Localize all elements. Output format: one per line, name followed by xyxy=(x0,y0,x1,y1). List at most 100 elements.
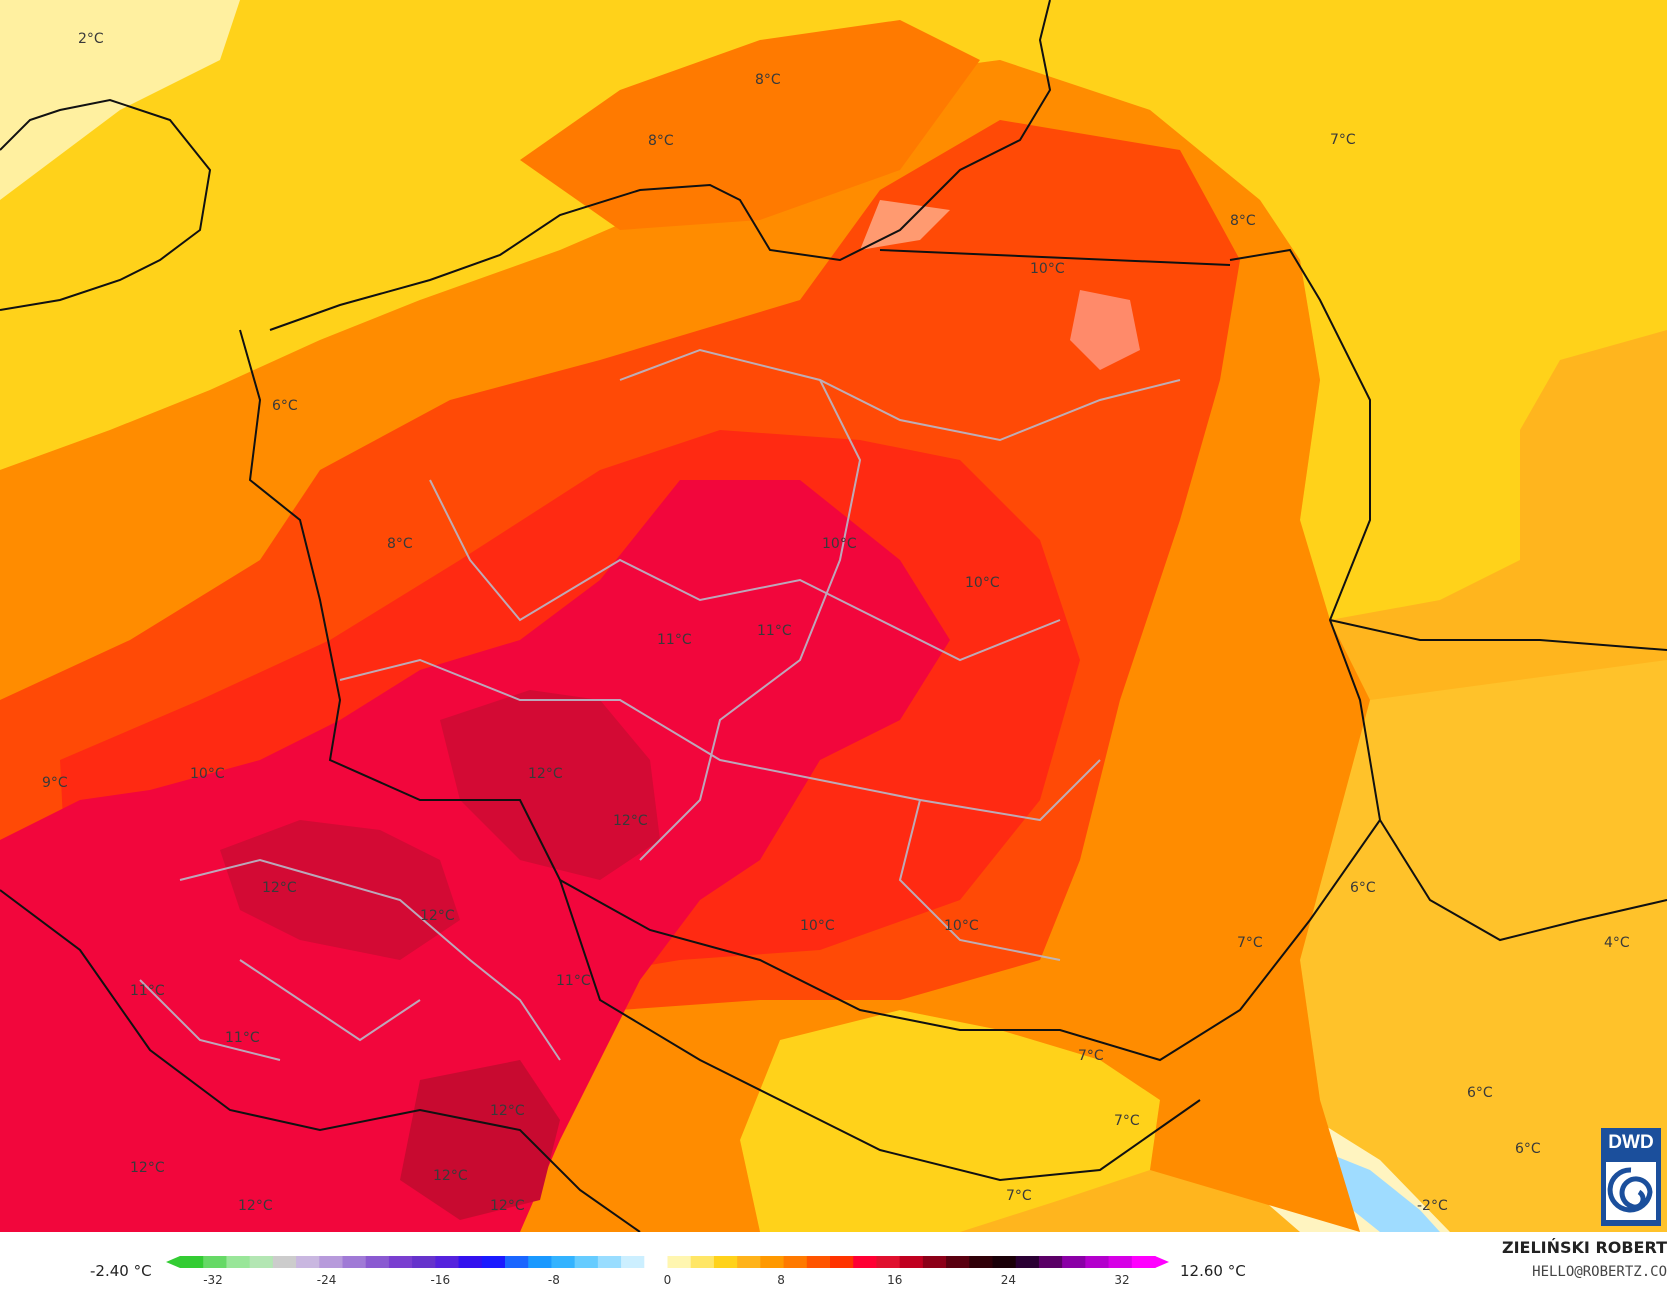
color-scale-segment xyxy=(760,1256,785,1268)
temperature-label: 6°C xyxy=(272,398,298,414)
temperature-label: 10°C xyxy=(965,575,1000,591)
temperature-label: 12°C xyxy=(130,1160,165,1176)
crimson-zone xyxy=(0,480,950,1232)
temperature-label: 7°C xyxy=(1114,1113,1140,1129)
temperature-label: 6°C xyxy=(1467,1085,1493,1101)
temperature-label: -2°C xyxy=(1417,1198,1448,1214)
temperature-label: 10°C xyxy=(1030,261,1065,277)
scale-tick-label: 32 xyxy=(1114,1273,1129,1287)
color-scale-segment xyxy=(946,1256,970,1268)
color-scale-segment xyxy=(830,1256,854,1268)
temperature-label: 7°C xyxy=(1330,132,1356,148)
color-scale-segment xyxy=(644,1256,669,1268)
color-scale-segment xyxy=(783,1256,808,1268)
voivodeship-lines-2 xyxy=(429,479,1061,662)
color-scale-segment xyxy=(969,1256,994,1268)
voivodeship-lines-4 xyxy=(339,658,1101,822)
color-scale-ticks: -32 -24 -16 -8 0 8 16 24 32 xyxy=(203,1273,1129,1287)
temperature-label: 8°C xyxy=(755,72,781,88)
temperature-label: 4°C xyxy=(1604,935,1630,951)
color-scale-segment xyxy=(690,1256,715,1268)
national-border-poland xyxy=(239,248,1382,1062)
baltic-coastline xyxy=(269,0,1052,331)
yellow-zone-carpathians xyxy=(740,1010,1160,1232)
color-scale-segment xyxy=(296,1256,320,1268)
voivodeship-lines-3 xyxy=(639,379,862,861)
legend-footer: -32 -24 -16 -8 0 8 16 24 32 xyxy=(0,1232,1667,1287)
color-scale-segment xyxy=(458,1256,483,1268)
color-scale-segment xyxy=(365,1256,390,1268)
scale-tick-label: -16 xyxy=(430,1273,450,1287)
temperature-label: 10°C xyxy=(822,536,857,552)
scale-tick-label: -24 xyxy=(317,1273,337,1287)
dark-crimson-czech xyxy=(220,820,460,960)
color-scale-segment xyxy=(226,1256,251,1268)
color-scale-segment xyxy=(1131,1256,1156,1268)
voivodeship-lines-5 xyxy=(898,799,1061,961)
temperature-label: 7°C xyxy=(1237,935,1263,951)
temperature-label: 6°C xyxy=(1350,880,1376,896)
temperature-label: 12°C xyxy=(238,1198,273,1214)
temperature-label: 12°C xyxy=(613,813,648,829)
color-scale-segment xyxy=(667,1256,692,1268)
temperature-label: 8°C xyxy=(1230,213,1256,229)
temperature-label: 12°C xyxy=(490,1103,525,1119)
author-email: HELLO@ROBERTZ.CO xyxy=(1532,1264,1667,1280)
color-scale-segment xyxy=(203,1256,228,1268)
color-scale-segment xyxy=(597,1256,622,1268)
scale-tick-label: 16 xyxy=(887,1273,902,1287)
temperature-label: 9°C xyxy=(42,775,68,791)
voivodeship-lines-1 xyxy=(619,348,1181,442)
temperature-label: 11°C xyxy=(130,983,165,999)
temperature-label: 10°C xyxy=(800,918,835,934)
dwd-logo: DWD xyxy=(1601,1128,1661,1226)
temperature-labels: 2°C 8°C 8°C 7°C 8°C 10°C 6°C 8°C 10°C 10… xyxy=(42,31,1630,1214)
temperature-label: 10°C xyxy=(944,918,979,934)
temperature-label: 2°C xyxy=(78,31,104,47)
scale-tick-label: -32 xyxy=(203,1273,223,1287)
color-scale-segment xyxy=(505,1256,529,1268)
color-scale-segment xyxy=(574,1256,599,1268)
color-scale-segment xyxy=(853,1256,878,1268)
border-east xyxy=(1329,619,1667,651)
yellow-zone-southeast xyxy=(1300,660,1667,1232)
temperature-label: 12°C xyxy=(433,1168,468,1184)
scale-tick-label: 0 xyxy=(664,1273,672,1287)
blue-zone-tatra xyxy=(1320,1150,1440,1232)
color-scale-segment xyxy=(412,1256,436,1268)
border-south xyxy=(0,889,641,1232)
color-scale-bar xyxy=(166,1256,1169,1268)
color-scale-segment xyxy=(992,1256,1017,1268)
color-scale-segment xyxy=(481,1256,506,1268)
temperature-label: 12°C xyxy=(420,908,455,924)
legend-min-value: -2.40 °C xyxy=(90,1262,152,1280)
color-scale-segment xyxy=(551,1256,576,1268)
temperature-label: 7°C xyxy=(1006,1188,1032,1204)
color-scale-segment xyxy=(922,1256,947,1268)
color-scale-segment xyxy=(1038,1256,1063,1268)
dark-crimson-south xyxy=(400,1060,560,1220)
orange-zone-baltic xyxy=(520,20,980,230)
author-name: ZIELIŃSKI ROBERT xyxy=(1501,1238,1667,1257)
scale-tick-label: 24 xyxy=(1001,1273,1016,1287)
color-scale-segment xyxy=(180,1256,204,1268)
border-slovakia xyxy=(559,879,1201,1182)
color-scale-segment xyxy=(737,1256,761,1268)
czech-region-lines xyxy=(139,858,561,1061)
kaliningrad-border xyxy=(879,249,1231,266)
danish-coast xyxy=(0,98,212,311)
temperature-label: 12°C xyxy=(490,1198,525,1214)
color-scale-segment xyxy=(1062,1256,1086,1268)
temperature-label: 12°C xyxy=(528,766,563,782)
scale-end-arrow xyxy=(1155,1256,1169,1268)
scale-start-arrow xyxy=(166,1256,180,1268)
color-scale-segment xyxy=(1015,1256,1040,1268)
color-scale-segment xyxy=(435,1256,460,1268)
temperature-label: 12°C xyxy=(262,880,297,896)
temperature-label: 11°C xyxy=(657,632,692,648)
color-scale-segment xyxy=(1085,1256,1110,1268)
dwd-logo-text: DWD xyxy=(1608,1132,1654,1153)
temperature-label: 8°C xyxy=(648,133,674,149)
temperature-label: 8°C xyxy=(387,536,413,552)
color-scale-segment xyxy=(806,1256,831,1268)
